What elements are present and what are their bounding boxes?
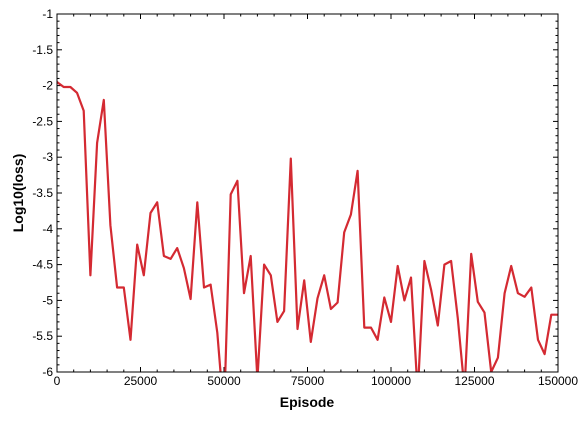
y-tick-label: -3 xyxy=(42,150,53,164)
plot-frame xyxy=(56,13,559,373)
y-axis-title: Log10(loss) xyxy=(10,154,26,233)
x-axis-title: Episode xyxy=(280,394,335,410)
x-tick-label: 50000 xyxy=(207,374,241,388)
x-tick-label: 125000 xyxy=(454,374,494,388)
y-tick-label: -2 xyxy=(42,79,53,93)
x-tick-label: 100000 xyxy=(371,374,411,388)
y-tick-label: -6 xyxy=(42,365,53,379)
x-tick-label: 75000 xyxy=(291,374,325,388)
y-tick-label: -2.5 xyxy=(32,114,53,128)
x-tick-label: 0 xyxy=(54,374,61,388)
y-tick-label: -4 xyxy=(42,222,53,236)
series-line xyxy=(57,80,558,372)
y-tick-label: -1 xyxy=(42,7,53,21)
axis-tick-labels: 0 25000 50000 75000 100000 125000 150000 -1 -1.5… xyxy=(32,7,578,388)
y-tick-label: -1.5 xyxy=(32,43,53,57)
y-tick-label: -5.5 xyxy=(32,329,53,343)
y-tick-label: -5 xyxy=(42,293,53,307)
x-tick-label: 150000 xyxy=(538,374,578,388)
y-tick-label: -4.5 xyxy=(32,258,53,272)
series-points xyxy=(57,82,558,372)
plot-area xyxy=(57,80,558,372)
x-tick-label: 25000 xyxy=(124,374,158,388)
y-tick-label: -3.5 xyxy=(32,186,53,200)
